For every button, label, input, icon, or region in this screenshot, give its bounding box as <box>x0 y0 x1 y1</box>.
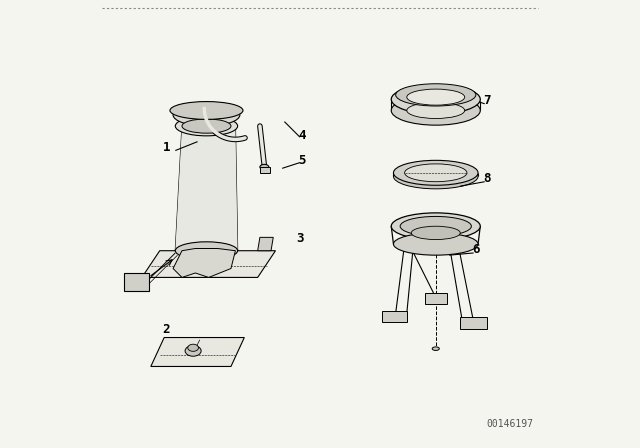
Ellipse shape <box>188 344 198 351</box>
Text: 2: 2 <box>163 323 170 336</box>
Polygon shape <box>258 237 273 251</box>
Ellipse shape <box>394 164 478 189</box>
Ellipse shape <box>391 96 480 125</box>
Ellipse shape <box>412 226 460 240</box>
Text: 8: 8 <box>483 172 491 185</box>
Polygon shape <box>175 126 237 251</box>
Text: 6: 6 <box>472 243 479 256</box>
Ellipse shape <box>432 347 439 350</box>
Ellipse shape <box>396 84 476 106</box>
Ellipse shape <box>173 104 240 126</box>
Text: 3: 3 <box>296 232 304 245</box>
FancyBboxPatch shape <box>260 168 269 173</box>
Ellipse shape <box>175 116 237 136</box>
Polygon shape <box>151 337 244 366</box>
Polygon shape <box>382 311 407 322</box>
Ellipse shape <box>394 233 478 255</box>
Text: 00146197: 00146197 <box>486 419 534 429</box>
Ellipse shape <box>404 164 467 182</box>
Text: 7: 7 <box>483 94 491 107</box>
Text: 4: 4 <box>298 129 306 142</box>
Ellipse shape <box>260 164 269 170</box>
Ellipse shape <box>182 119 231 133</box>
Text: 5: 5 <box>298 154 306 167</box>
Ellipse shape <box>170 102 243 119</box>
Polygon shape <box>142 251 275 277</box>
Ellipse shape <box>407 89 465 105</box>
Text: 1: 1 <box>163 141 170 154</box>
Polygon shape <box>460 318 487 329</box>
Ellipse shape <box>407 103 465 118</box>
Polygon shape <box>124 273 148 291</box>
Ellipse shape <box>185 345 201 356</box>
Ellipse shape <box>391 85 480 114</box>
Ellipse shape <box>400 216 472 236</box>
Ellipse shape <box>175 242 237 260</box>
Ellipse shape <box>391 213 480 240</box>
Ellipse shape <box>394 160 478 185</box>
Polygon shape <box>424 293 447 304</box>
Polygon shape <box>173 249 236 277</box>
